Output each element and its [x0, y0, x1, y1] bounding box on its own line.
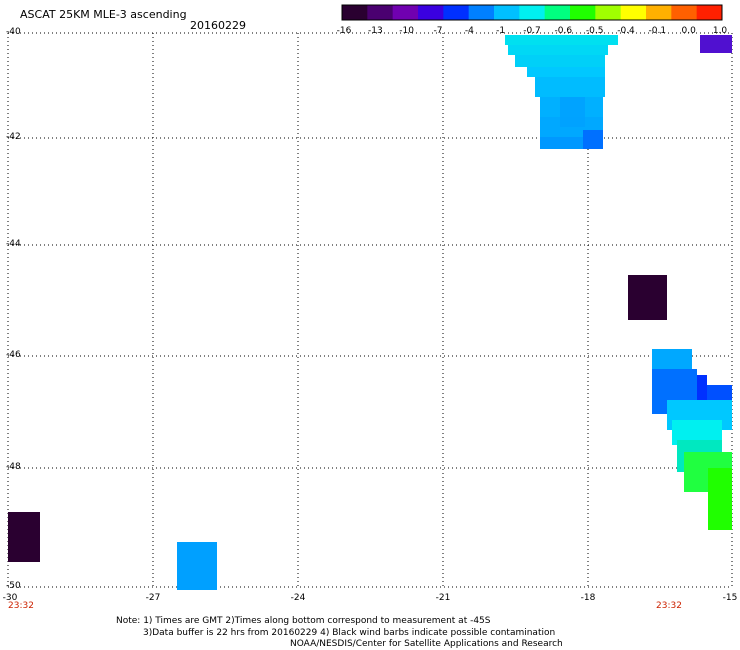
colorbar-tick-label: -10 [399, 26, 415, 36]
colorbar-swatch [570, 5, 596, 20]
colorbar-swatch [646, 5, 672, 20]
swath-top-right [700, 35, 732, 53]
lat-label: -46 [6, 350, 21, 360]
lon-label: -30 [2, 593, 18, 603]
swath-mid-right-dark [628, 275, 667, 320]
colorbar [341, 4, 723, 21]
colorbar-tick-label: -1 [496, 26, 506, 36]
map-title: ASCAT 25KM MLE-3 ascending [20, 8, 187, 21]
lat-label: -50 [6, 581, 21, 591]
colorbar-tick-label: -7 [433, 26, 443, 36]
colorbar-tick-label: -4 [464, 26, 474, 36]
colorbar-tick-label: -0.6 [554, 26, 573, 36]
lat-label: -44 [6, 239, 21, 249]
colorbar-tick-label: -0.5 [585, 26, 604, 36]
colorbar-swatch [595, 5, 622, 20]
colorbar-swatch [342, 5, 368, 20]
colorbar-tick-label: -0.7 [523, 26, 541, 36]
swath-top [505, 35, 618, 149]
colorbar-tick-label: 1.0 [712, 26, 728, 36]
swath-lower-right [652, 349, 732, 530]
colorbar-border [341, 4, 723, 21]
lon-label: -24 [290, 593, 306, 603]
map-date: 20160229 [190, 19, 246, 32]
colorbar-tick-label: -0.4 [617, 26, 635, 36]
time-right: 23:32 [656, 601, 682, 611]
colorbar-swatch [671, 5, 698, 20]
note-line-1: Note: 1) Times are GMT 2)Times along bot… [116, 616, 491, 626]
lat-label: -40 [6, 27, 21, 37]
colorbar-tick-label: -13 [367, 26, 383, 36]
colorbar-tick-label: -0.1 [648, 26, 667, 36]
colorbar-tick-label: 0.0 [681, 26, 696, 36]
colorbar-swatch [392, 5, 419, 20]
colorbar-swatch [443, 5, 470, 20]
swath-bottom-left-dark [8, 512, 40, 562]
lat-label: -42 [6, 132, 21, 142]
lon-label: -18 [580, 593, 596, 603]
colorbar-swatch [519, 5, 546, 20]
swath-bottom-blue [177, 542, 217, 590]
colorbar-swatch [418, 5, 444, 20]
colorbar-swatch [620, 5, 647, 20]
lon-label: -15 [722, 593, 738, 603]
colorbar-swatch [544, 5, 571, 20]
lat-label: -48 [6, 462, 21, 472]
colorbar-swatch [468, 5, 495, 20]
grid-lines [7, 32, 733, 588]
time-left: 23:32 [8, 601, 34, 611]
colorbar-swatch [367, 5, 394, 20]
note-line-2: 3)Data buffer is 22 hrs from 20160229 4)… [143, 628, 556, 638]
colorbar-tick-label: -16 [336, 26, 352, 36]
colorbar-swatch [494, 5, 520, 20]
lon-label: -27 [145, 593, 161, 603]
colorbar-swatch [696, 5, 723, 20]
lon-label: -21 [435, 593, 451, 603]
note-line-3: NOAA/NESDIS/Center for Satellite Applica… [290, 639, 563, 649]
